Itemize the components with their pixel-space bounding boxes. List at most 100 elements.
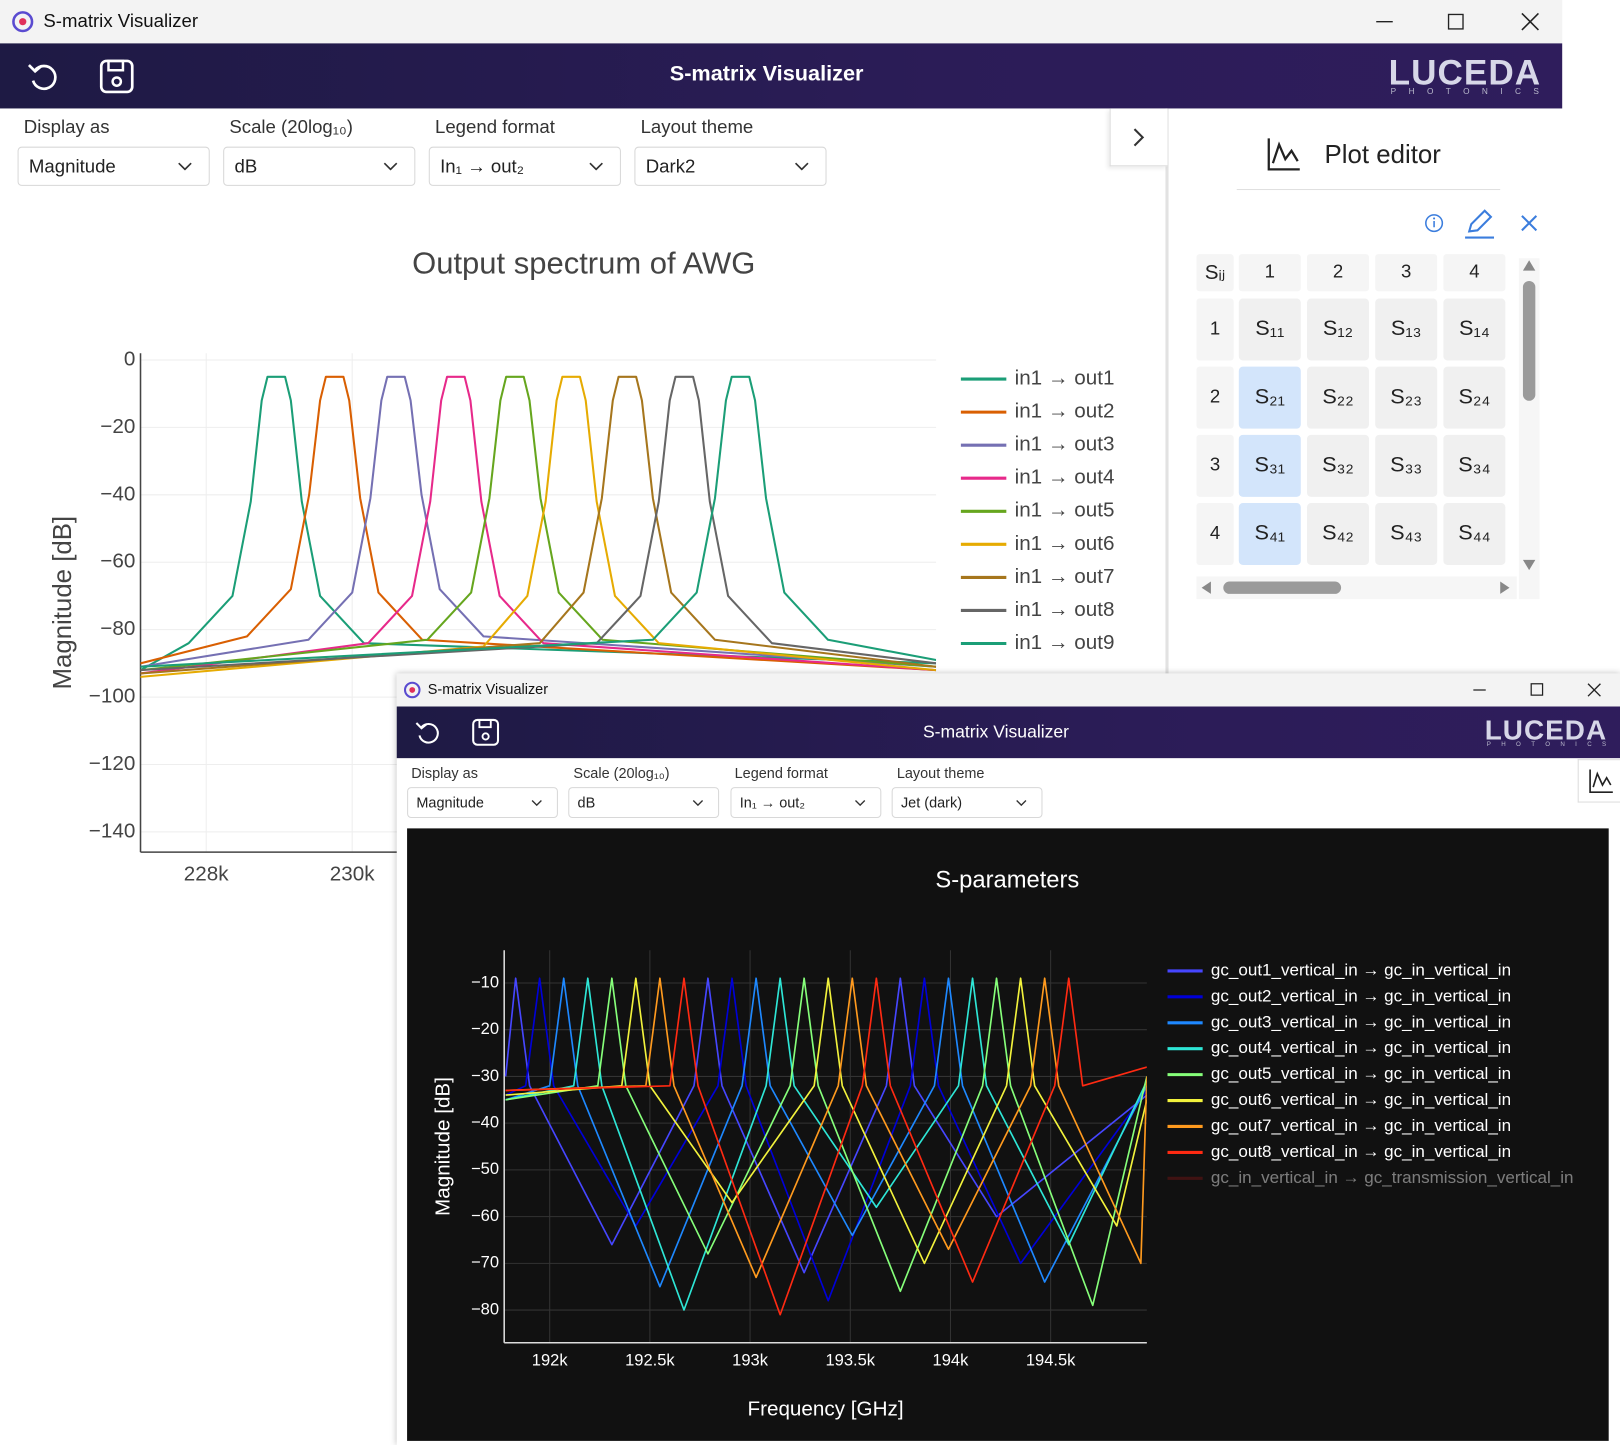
matrix-cell-label[interactable]: S₄₂ <box>1322 520 1354 545</box>
scroll-left[interactable] <box>1201 581 1211 594</box>
undo-button[interactable] <box>413 718 442 747</box>
legend-label[interactable]: gc_out8_vertical_in → gc_in_vertical_in <box>1211 1142 1511 1161</box>
plot-editor-title: Plot editor <box>1324 140 1441 170</box>
matrix-cell[interactable] <box>1306 298 1369 361</box>
window-title: S-matrix Visualizer <box>43 10 199 31</box>
matrix-cell-label[interactable]: S₃₂ <box>1322 452 1354 477</box>
series-line <box>505 977 1147 1316</box>
logo: LUCEDA <box>1484 714 1608 746</box>
dropdown[interactable]: Magnitude <box>17 146 210 186</box>
edit-button[interactable] <box>1465 209 1495 239</box>
dropdown[interactable]: dB <box>568 787 720 819</box>
dropdown[interactable]: In₁ → out₂ <box>428 146 621 186</box>
y-axis-title: Magnitude [dB] <box>432 1077 455 1216</box>
matrix-cell[interactable] <box>1375 503 1438 565</box>
series-line <box>140 375 937 675</box>
series-line <box>140 375 937 678</box>
series-line <box>140 375 937 668</box>
info-button[interactable] <box>1425 214 1444 233</box>
legend-label[interactable]: in1 → out7 <box>1015 565 1115 588</box>
column-label: 1 <box>1265 261 1275 282</box>
matrix-cell[interactable] <box>1306 434 1369 497</box>
legend-label[interactable]: in1 → out5 <box>1015 499 1115 522</box>
legend-label[interactable]: in1 → out6 <box>1015 532 1115 555</box>
legend-label[interactable]: in1 → out3 <box>1015 433 1115 456</box>
matrix-cell-label[interactable]: S₂₄ <box>1458 383 1490 408</box>
close-button[interactable] <box>1521 215 1538 232</box>
panel-toggle[interactable] <box>1109 108 1168 167</box>
matrix-cell-label[interactable]: S₁₁ <box>1255 315 1284 340</box>
dropdown[interactable]: Jet (dark) <box>891 787 1043 819</box>
legend-label[interactable]: gc_out6_vertical_in → gc_in_vertical_in <box>1211 1090 1511 1109</box>
series-line <box>140 375 937 672</box>
legend-label[interactable]: gc_out5_vertical_in → gc_in_vertical_in <box>1211 1064 1511 1083</box>
matrix-cell-label[interactable]: S₄₁ <box>1254 520 1285 545</box>
legend-label[interactable]: gc_out1_vertical_in → gc_in_vertical_in <box>1211 960 1511 979</box>
matrix-cell[interactable] <box>1443 434 1506 497</box>
scroll-up[interactable] <box>1522 260 1536 271</box>
matrix-cell[interactable] <box>1306 503 1369 565</box>
matrix-cell[interactable] <box>1375 434 1438 497</box>
header-cell <box>1196 434 1234 497</box>
legend-label[interactable]: gc_out2_vertical_in → gc_in_vertical_in <box>1211 986 1511 1005</box>
matrix-cell-label[interactable]: S₂₃ <box>1390 383 1422 408</box>
matrix-cell[interactable] <box>1238 503 1301 565</box>
legend-label[interactable]: in1 → out1 <box>1015 367 1115 390</box>
matrix-cell[interactable] <box>1443 366 1506 429</box>
legend-label[interactable]: in1 → out4 <box>1015 466 1115 489</box>
matrix-cell-label[interactable]: S₃₃ <box>1390 452 1422 477</box>
window-controls[interactable] <box>1467 678 1612 703</box>
x-axis-title: Frequency [GHz] <box>747 1397 903 1420</box>
header-cell <box>1375 254 1438 292</box>
series-line <box>140 375 937 668</box>
matrix-cell[interactable] <box>1238 366 1301 429</box>
scrollbar-thumb[interactable] <box>1522 280 1536 401</box>
logo-subtitle: PHOTONICS <box>1486 741 1617 748</box>
matrix-cell[interactable] <box>1238 434 1301 497</box>
matrix-cell[interactable] <box>1238 298 1301 361</box>
save-button[interactable] <box>471 718 500 747</box>
matrix-cell-label[interactable]: S₃₁ <box>1254 452 1285 477</box>
matrix-cell[interactable] <box>1443 298 1506 361</box>
legend-label[interactable]: gc_in_vertical_in → gc_transmission_vert… <box>1211 1168 1574 1187</box>
panel-toggle[interactable] <box>1577 759 1620 803</box>
legend-label[interactable]: in1 → out9 <box>1015 631 1115 654</box>
matrix-cell-label[interactable]: S₂₁ <box>1255 383 1285 408</box>
legend-label[interactable]: gc_out4_vertical_in → gc_in_vertical_in <box>1211 1038 1511 1057</box>
legend-label[interactable]: gc_out3_vertical_in → gc_in_vertical_in <box>1211 1012 1511 1031</box>
undo-button[interactable] <box>25 58 62 95</box>
legend-label[interactable]: gc_out7_vertical_in → gc_in_vertical_in <box>1211 1116 1511 1135</box>
window-controls[interactable] <box>1374 8 1550 35</box>
dropdown[interactable]: Dark2 <box>634 146 827 186</box>
y-tick-label: −80 <box>471 1299 499 1318</box>
y-axis-title: Magnitude [dB] <box>49 516 77 690</box>
matrix-cell-label[interactable]: S₁₄ <box>1459 315 1490 340</box>
matrix-cell[interactable] <box>1375 298 1438 361</box>
legend-label[interactable]: in1 → out2 <box>1015 400 1115 423</box>
matrix-cell-label[interactable]: S₃₄ <box>1458 452 1490 477</box>
scroll-down[interactable] <box>1522 559 1536 571</box>
scroll-right[interactable] <box>1500 581 1510 594</box>
matrix-cell-label[interactable]: S₁₃ <box>1391 315 1422 340</box>
legend-label[interactable]: in1 → out8 <box>1015 598 1115 621</box>
matrix-cell[interactable] <box>1443 503 1506 565</box>
dropdown[interactable]: In₁ → out₂ <box>730 787 882 819</box>
matrix-cell[interactable] <box>1306 366 1369 429</box>
app-icon <box>403 681 421 699</box>
y-tick-label: −70 <box>471 1253 499 1272</box>
chevron <box>794 162 809 171</box>
dropdown-value: dB <box>577 794 596 811</box>
scrollbar-thumb[interactable] <box>1223 581 1342 594</box>
matrix-cell-label[interactable]: S₄₃ <box>1390 520 1422 545</box>
save-button[interactable] <box>98 58 135 95</box>
matrix-cell-label[interactable]: S₂₂ <box>1322 383 1353 408</box>
matrix-cell[interactable] <box>1375 366 1438 429</box>
dropdown[interactable]: dB <box>223 146 416 186</box>
matrix-cell-label[interactable]: S₁₂ <box>1323 315 1353 340</box>
column-label: 4 <box>1469 261 1479 282</box>
dropdown[interactable]: Magnitude <box>407 787 558 819</box>
y-tick-label: −140 <box>89 819 136 842</box>
dropdown-value: dB <box>234 155 258 177</box>
matrix-cell-label[interactable]: S₄₄ <box>1458 520 1490 545</box>
series-line <box>140 375 937 672</box>
